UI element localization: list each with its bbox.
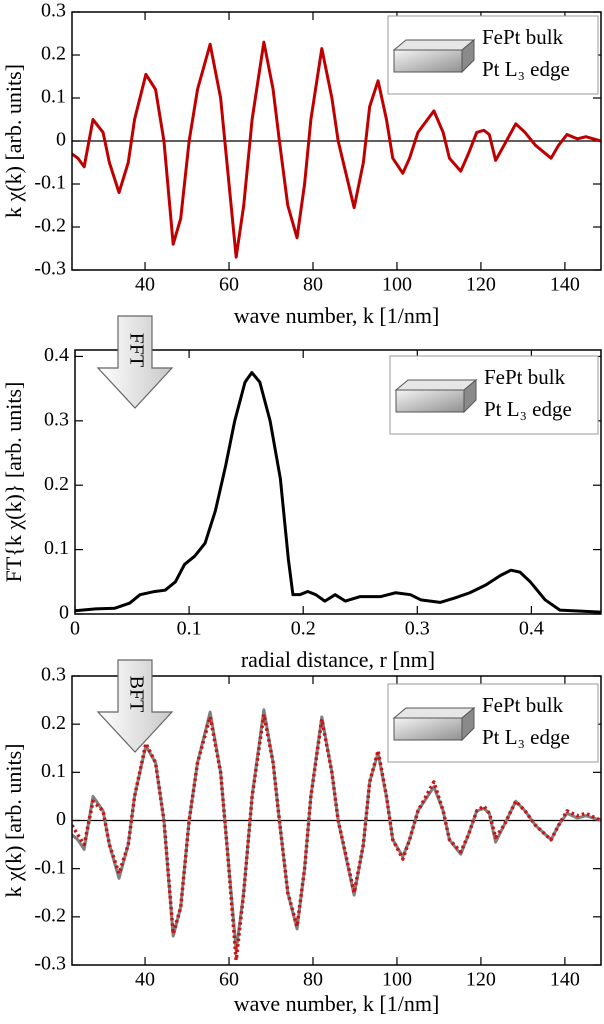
plot-frame <box>71 675 602 966</box>
legend-text: FePt bulk <box>482 25 564 49</box>
legend-text: FePt bulk <box>484 365 566 389</box>
x-tick-label: 0 <box>70 618 80 640</box>
y-axis-label: k χ(k) [arb. units] <box>1 744 26 898</box>
legend-icon-side <box>392 39 476 51</box>
x-tick-label: 140 <box>550 274 580 296</box>
data-line <box>75 371 601 614</box>
data-line <box>72 40 601 259</box>
y-tick-label: 0.2 <box>41 712 66 734</box>
x-tick-label: 40 <box>135 969 155 991</box>
x-axis-label: wave number, k [1/nm] <box>234 991 440 1016</box>
x-tick-label: 80 <box>303 969 323 991</box>
y-axis-label: k χ(k) [arb. units] <box>1 64 26 218</box>
x-tick-label: 0.2 <box>291 618 316 640</box>
y-tick-label: -0.3 <box>34 258 66 280</box>
x-tick-label: 0.3 <box>405 618 430 640</box>
y-tick-label: 0.4 <box>44 344 69 366</box>
x-tick-label: 100 <box>382 969 412 991</box>
y-tick-label: -0.1 <box>34 856 66 878</box>
y-tick-label: -0.2 <box>34 904 66 926</box>
x-tick-label: 0.4 <box>519 618 544 640</box>
legend-icon-side <box>394 379 478 391</box>
y-tick-label: -0.1 <box>34 172 66 194</box>
legend-text: Pt L₃ edge <box>482 57 570 81</box>
y-tick-label: -0.3 <box>34 953 66 975</box>
x-tick-label: 120 <box>466 969 496 991</box>
y-tick-label: 0.2 <box>44 473 69 495</box>
y-tick-label: 0.2 <box>41 43 66 65</box>
x-tick-label: 0.1 <box>177 618 202 640</box>
plot-frame <box>71 11 602 271</box>
x-tick-label: 60 <box>219 274 239 296</box>
y-tick-label: 0 <box>59 602 69 624</box>
y-tick-label: 0.1 <box>41 760 66 782</box>
y-tick-label: 0.3 <box>41 664 66 686</box>
y-axis-label: FT{k χ(k)} [arb. units] <box>1 382 26 583</box>
x-axis-label: wave number, k [1/nm] <box>234 303 440 328</box>
plot-frame <box>74 349 602 615</box>
y-tick-label: 0.1 <box>41 86 66 108</box>
y-tick-label: 0 <box>56 129 66 151</box>
y-tick-label: 0 <box>56 808 66 830</box>
x-tick-label: 140 <box>550 969 580 991</box>
arrow-label: FFT <box>125 333 147 367</box>
arrow-label: BFT <box>125 676 147 713</box>
legend-text: Pt L₃ edge <box>484 397 572 421</box>
legend-icon-front <box>393 49 463 73</box>
data-line <box>72 712 601 962</box>
x-tick-label: 80 <box>303 274 323 296</box>
legend-icon-front <box>395 389 465 413</box>
x-axis-label: radial distance, r [nm] <box>241 647 435 672</box>
y-tick-label: 0.1 <box>44 537 69 559</box>
legend-icon-front <box>393 717 463 741</box>
legend-text: Pt L₃ edge <box>482 725 570 749</box>
x-tick-label: 60 <box>219 969 239 991</box>
legend-icon-side <box>392 707 476 719</box>
y-tick-label: 0.3 <box>44 408 69 430</box>
x-tick-label: 120 <box>466 274 496 296</box>
y-tick-label: -0.2 <box>34 215 66 237</box>
transform-arrow <box>96 659 174 753</box>
transform-arrow <box>96 315 174 409</box>
x-tick-label: 40 <box>135 274 155 296</box>
y-tick-label: 0.3 <box>41 0 66 22</box>
legend-text: FePt bulk <box>482 693 564 717</box>
x-tick-label: 100 <box>382 274 412 296</box>
